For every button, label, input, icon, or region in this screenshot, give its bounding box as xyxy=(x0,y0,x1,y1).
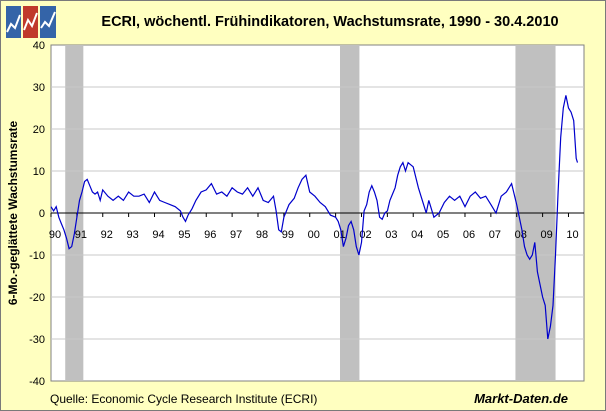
x-tick-label: 92 xyxy=(101,229,113,241)
source-note: Quelle: Economic Cycle Research Institut… xyxy=(50,392,318,406)
grid-lines xyxy=(51,86,584,340)
y-tick-label: -40 xyxy=(29,376,45,388)
y-tick-label: 20 xyxy=(33,124,45,136)
x-tick-label: 99 xyxy=(282,229,294,241)
x-tick-label: 95 xyxy=(178,229,190,241)
x-tick-label: 06 xyxy=(463,229,475,241)
chart-title: ECRI, wöchentl. Frühindikatoren, Wachstu… xyxy=(101,14,559,30)
x-tick-label: 09 xyxy=(540,229,552,241)
x-tick-label: 00 xyxy=(308,229,320,241)
y-tick-label: -30 xyxy=(29,334,45,346)
x-tick-label: 98 xyxy=(256,229,268,241)
y-axis-ticks: 40 30 20 10 0 -10 -20 -30 -40 xyxy=(29,40,45,388)
y-tick-label: -10 xyxy=(29,250,45,262)
x-tick-label: 10 xyxy=(566,229,578,241)
x-tick-label: 93 xyxy=(126,229,138,241)
x-tick-label: 01 xyxy=(333,229,345,241)
x-tick-label: 96 xyxy=(204,229,216,241)
x-tick-label: 08 xyxy=(515,229,527,241)
series-line xyxy=(50,95,579,340)
x-tick-label: 04 xyxy=(411,229,423,241)
x-tick-label: 90 xyxy=(49,229,61,241)
y-tick-label: 40 xyxy=(33,40,45,52)
x-tick-label: 94 xyxy=(152,229,164,241)
x-axis-ticks: 90 91 92 93 94 95 96 97 98 99 00 01 02 03 04 05 06 07 08 09… xyxy=(49,213,579,241)
y-tick-label: 0 xyxy=(39,208,45,220)
logo-icon xyxy=(6,6,56,38)
x-tick-label: 97 xyxy=(230,229,242,241)
y-tick-label: 30 xyxy=(33,82,45,94)
y-axis-label: 6-Mo.-geglättete Wachstumsrate xyxy=(6,121,20,306)
x-tick-label: 05 xyxy=(437,229,449,241)
brand-label: Markt-Daten.de xyxy=(474,391,568,406)
x-tick-label: 03 xyxy=(385,229,397,241)
y-tick-label: -20 xyxy=(29,292,45,304)
x-tick-label: 07 xyxy=(489,229,501,241)
y-tick-label: 10 xyxy=(33,166,45,178)
x-tick-label: 91 xyxy=(75,229,87,241)
